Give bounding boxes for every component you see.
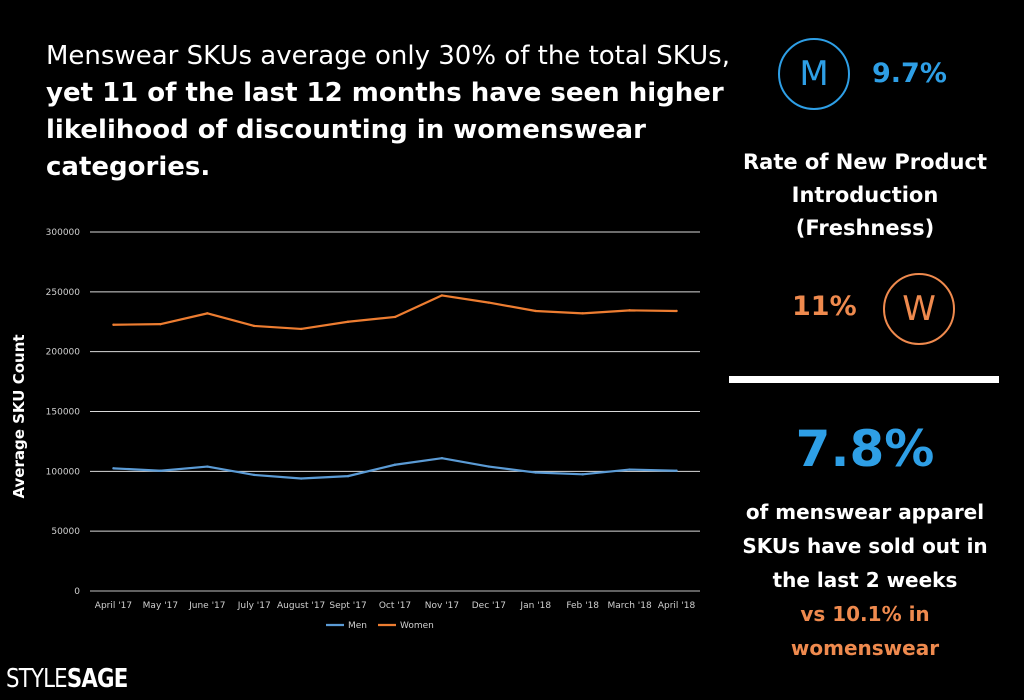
men-data-point [253,473,256,477]
soldout-text: of menswear apparel SKUs have sold out i… [742,500,988,592]
women-data-point [581,312,584,315]
men-freshness-value: 9.7% [872,58,947,89]
headline: Menswear SKUs average only 30% of the to… [46,38,746,186]
x-tick-label: Jan '18 [519,601,551,611]
y-tick-label: 50000 [51,527,80,537]
x-tick-label: Oct '17 [379,601,411,611]
women-data-point [487,301,491,304]
soldout-big-value: 7.8% [795,420,935,478]
women-data-point [112,323,115,326]
sku-line-chart: 0 50000 100000 150000 200000 250000 300000 Apri… [10,228,700,631]
soldout-description: of menswear apparel SKUs have sold out i… [728,495,1002,665]
legend-label-men: Men [348,621,367,631]
section-divider [729,376,999,383]
men-letter: M [799,54,829,94]
y-axis-label: Average SKU Count [10,334,28,498]
men-data-point [581,473,584,476]
women-data-point [534,309,537,313]
men-data-point [206,465,209,468]
x-tick-label: August '17 [277,601,325,611]
men-data-point [393,463,397,466]
y-tick-label: 200000 [46,348,81,358]
x-tick-label: March '18 [607,601,651,611]
men-data-point [440,456,444,460]
women-data-point [299,327,303,331]
x-tick-label: Sept '17 [329,601,366,611]
logo-part-sage: SAGE [66,664,128,694]
women-freshness-value: 11% [792,291,857,322]
x-tick-label: June '17 [188,601,225,611]
men-data-point [675,469,678,472]
x-tick-label: May '17 [143,601,178,611]
women-data-point [206,312,209,315]
men-data-point [159,469,162,472]
women-data-point [628,309,631,312]
women-series-line [113,294,677,331]
men-data-point [628,468,631,471]
women-data-point [675,309,678,313]
men-data-point [346,474,350,478]
x-tick-label: Feb '18 [566,601,599,611]
women-data-point [393,315,397,319]
men-data-point [534,471,537,474]
men-data-point [487,465,491,468]
women-data-point [159,322,162,326]
men-circle-badge: M [778,38,850,110]
x-tick-label: April '18 [658,601,696,611]
legend-label-women: Women [400,621,434,631]
y-tick-label: 300000 [46,228,81,238]
soldout-comparison: vs 10.1% in womenswear [790,602,940,660]
men-series-line [113,457,677,480]
women-circle-badge: W [883,273,955,345]
women-data-point [253,324,256,328]
y-tick-label: 0 [74,587,80,597]
headline-part-1: Menswear SKUs average only 30% of the to… [46,41,730,71]
women-data-point [346,320,350,323]
x-tick-label: Nov '17 [425,601,459,611]
men-data-point [299,477,303,480]
y-tick-label: 100000 [46,467,81,477]
logo-part-style: STYLE [6,664,68,694]
x-tick-label: July '17 [237,601,271,611]
y-tick-label: 250000 [46,288,81,298]
y-tick-label: 150000 [46,408,81,418]
stylesage-logo: STYLESAGE [6,664,128,694]
x-tick-label: Dec '17 [472,601,506,611]
women-letter: W [902,289,936,329]
men-data-point [112,467,115,470]
x-tick-label: April '17 [95,601,132,611]
headline-part-2: yet 11 of the last 12 months have seen h… [46,78,724,182]
women-data-point [440,294,444,297]
freshness-label: Rate of New Product Introduction (Freshn… [743,150,987,240]
